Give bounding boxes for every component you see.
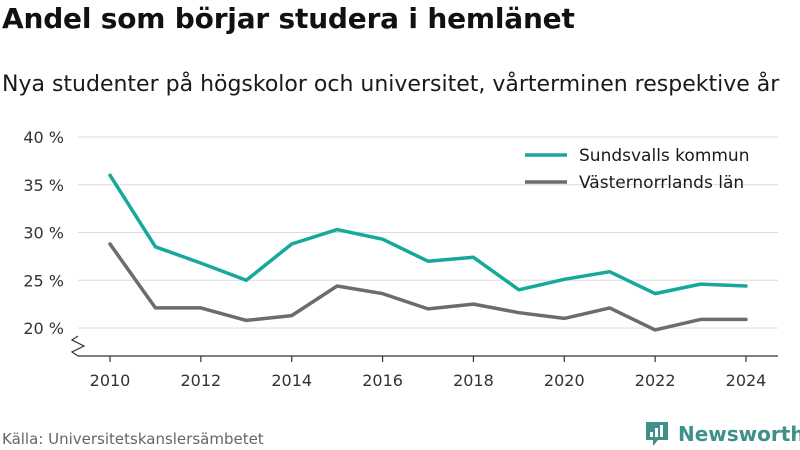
x-tick-label: 2012 (180, 371, 221, 390)
x-tick-label: 2016 (362, 371, 403, 390)
source-note: Källa: Universitetskanslersämbetet (2, 430, 264, 448)
chart-title: Andel som börjar studera i hemlänet (2, 2, 575, 35)
axis-break-icon (70, 335, 86, 357)
legend-label: Västernorrlands län (579, 173, 744, 193)
series-line (108, 242, 748, 332)
y-axis-ticks: 20 % 25 % 30 % 35 % 40 % (23, 128, 64, 338)
legend: Sundsvalls kommun Västernorrlands län (525, 146, 749, 193)
series-lines (108, 173, 748, 332)
y-tick-label: 30 % (23, 224, 64, 243)
line-chart: 20 %25 %30 %35 %40 % 2010 2012 2014 2016 201… (23, 128, 778, 390)
legend-label: Sundsvalls kommun (579, 146, 749, 166)
y-tick-label: 25 % (23, 271, 64, 290)
x-tick-label: 2022 (635, 371, 676, 390)
y-tick-label: 20 % (23, 319, 64, 338)
brand-name: Newsworthy (678, 422, 800, 446)
chart-subtitle: Nya studenter på högskolor och universit… (2, 72, 780, 97)
x-axis (70, 335, 778, 357)
x-axis-ticks: 2010 2012 2014 2016 2018 2020 2022 2024 (90, 356, 767, 390)
series-line (108, 173, 748, 296)
x-tick-label: 2024 (726, 371, 767, 390)
x-tick-label: 2018 (453, 371, 494, 390)
x-tick-label: 2010 (90, 371, 131, 390)
x-tick-label: 2020 (544, 371, 585, 390)
y-tick-label: 40 % (23, 128, 64, 147)
y-tick-label: 35 % (23, 176, 64, 195)
newsworthy-logo-icon (646, 422, 668, 446)
x-tick-label: 2014 (271, 371, 312, 390)
brand-logo[interactable]: Newsworthy (644, 420, 800, 448)
